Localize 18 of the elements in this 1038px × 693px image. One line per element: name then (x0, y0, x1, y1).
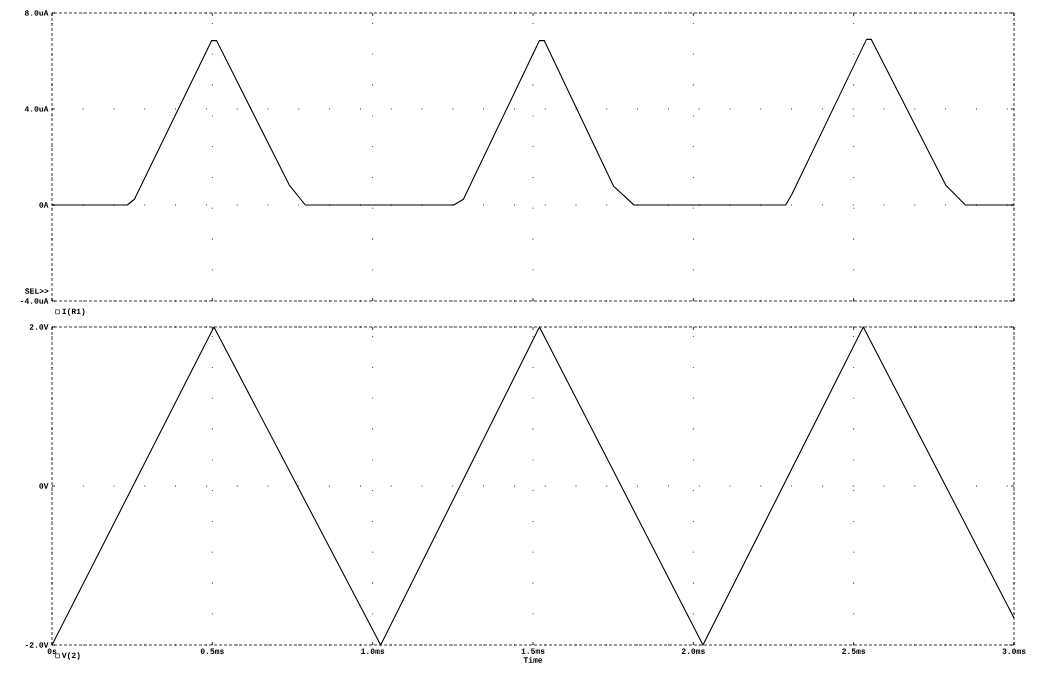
legend-label: V(2) (61, 652, 80, 660)
x-tick-label: 0.5ms (200, 648, 224, 654)
x-tick-label: 1.5ms (521, 648, 545, 654)
y-tick-label: 0V (39, 483, 49, 489)
x-axis-title: Time (523, 656, 543, 663)
y-tick-label: 8.0uA (24, 10, 49, 16)
x-tick-label: 3.0ms (1002, 648, 1026, 654)
legend-label: I(R1) (62, 308, 85, 316)
x-tick-label: 1.0ms (361, 648, 385, 654)
x-tick-label: 0s (47, 648, 57, 654)
y-tick-label: 2.0V (29, 324, 49, 330)
y-tick-label: -2.0V (25, 642, 49, 648)
y-tick-label: 4.0uA (24, 106, 49, 112)
x-tick-label: 2.0ms (681, 648, 705, 654)
text: SEL>> (24, 288, 49, 294)
y-tick-label: -4.0uA (20, 298, 49, 304)
x-tick-label: 2.5ms (842, 648, 866, 654)
y-tick-label: 0A (39, 202, 49, 208)
